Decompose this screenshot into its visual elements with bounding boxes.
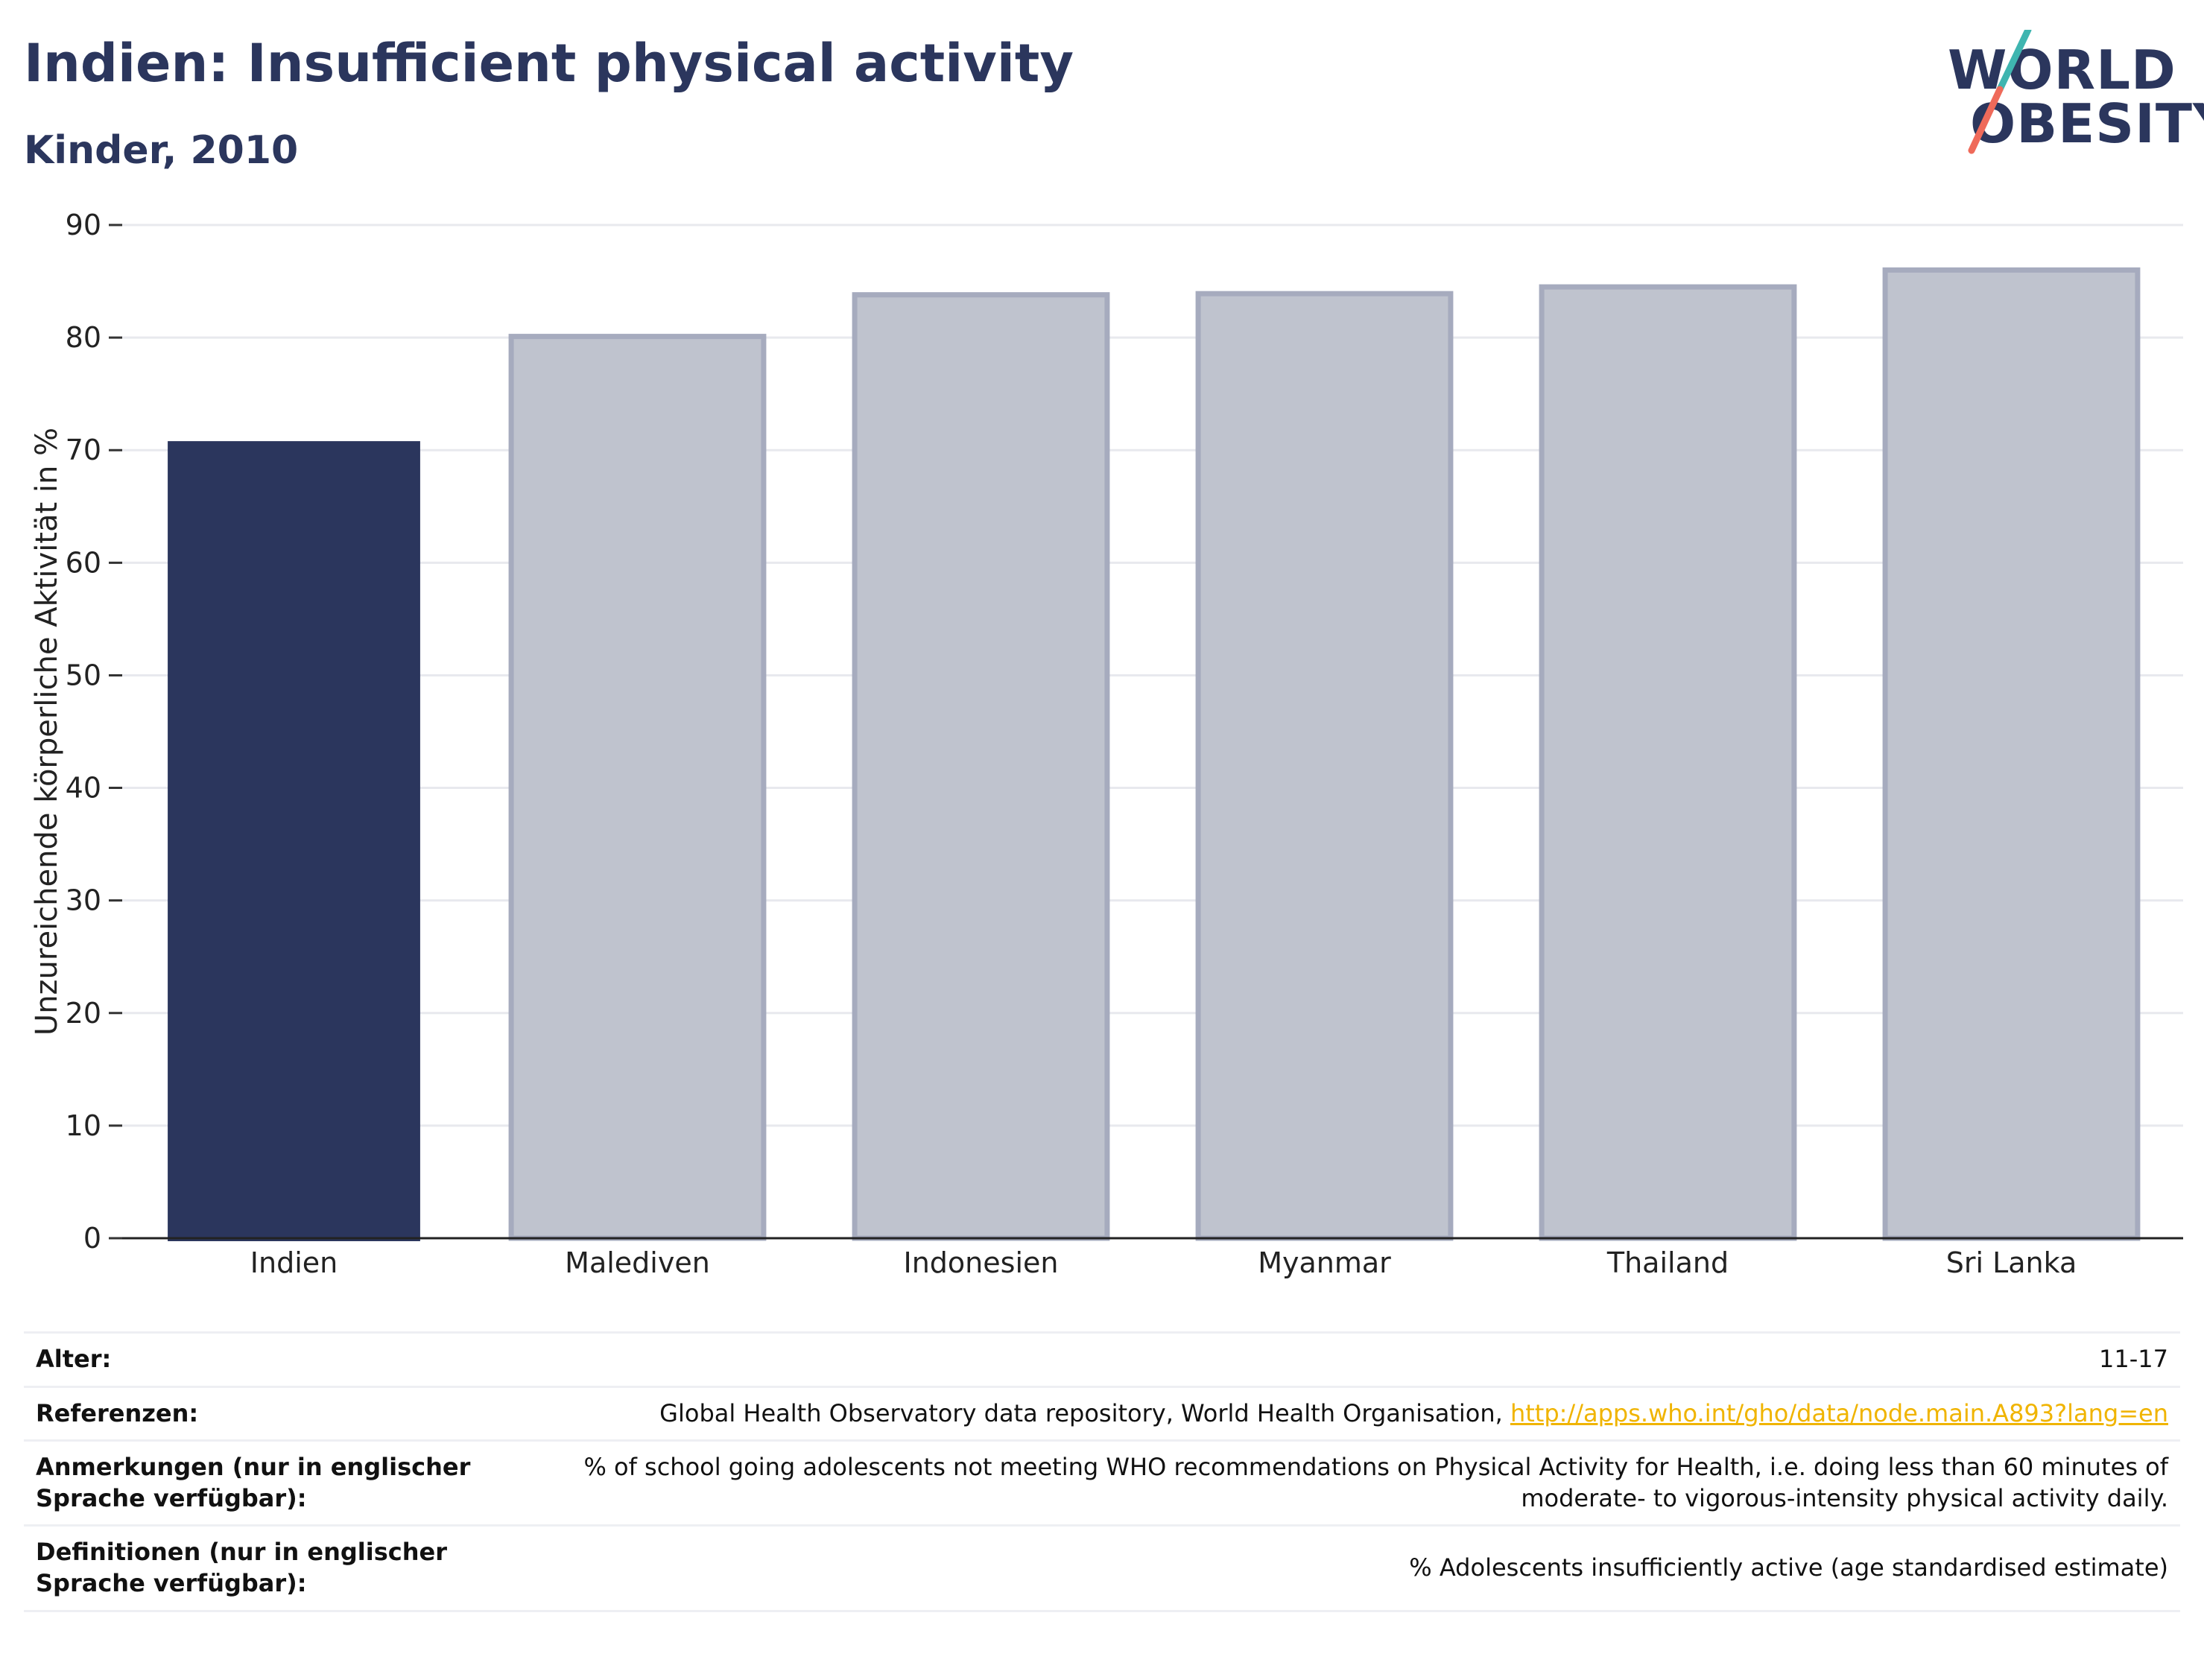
meta-value: 11-17 <box>569 1331 2180 1388</box>
y-tick-label: 70 <box>66 434 101 466</box>
meta-key: Anmerkungen (nur in englischer Sprache v… <box>24 1439 569 1527</box>
x-tick-label: Indonesien <box>904 1246 1059 1279</box>
meta-value-text: Global Health Observatory data repositor… <box>659 1398 1510 1427</box>
meta-row: Anmerkungen (nur in englischer Sprache v… <box>24 1439 2180 1527</box>
bar-chart: 0 10 20 30 40 50 60 70 80 90 Indien Malediven Indon… <box>30 209 2183 1279</box>
x-tick-label: Myanmar <box>1258 1246 1391 1279</box>
meta-key: Definitionen (nur in englischer Sprache … <box>24 1524 569 1612</box>
y-tick-label: 80 <box>66 321 101 354</box>
bar-sri-lanka[interactable] <box>1882 267 2141 1241</box>
meta-row: Definitionen (nur in englischer Sprache … <box>24 1524 2180 1612</box>
meta-key: Referenzen: <box>24 1385 569 1442</box>
grid-lines <box>122 224 2183 1127</box>
logo-line2: OBESITY <box>1970 92 2204 155</box>
y-tick-label: 40 <box>66 772 101 805</box>
y-tick-label: 20 <box>66 997 101 1030</box>
x-tick-label: Malediven <box>565 1246 710 1279</box>
meta-value-text: % of school going adolescents not meetin… <box>583 1453 2168 1512</box>
logo-slash-icon <box>1968 30 2032 154</box>
meta-key: Alter: <box>24 1331 569 1388</box>
meta-row: Alter: 11-17 <box>24 1331 2180 1388</box>
reference-link[interactable]: http://apps.who.int/gho/data/node.main.A… <box>1510 1398 2168 1427</box>
y-tick-label: 0 <box>83 1222 101 1255</box>
logo-line1: WORLD <box>1948 39 2176 101</box>
y-axis-label: Unzureichende körperliche Aktivität in % <box>30 428 64 1036</box>
meta-row: Referenzen: Global Health Observatory dat… <box>24 1385 2180 1442</box>
y-tick-label: 90 <box>66 209 101 241</box>
bar-myanmar[interactable] <box>1195 291 1454 1241</box>
bars <box>168 267 2141 1241</box>
y-tick-labels: 0 10 20 30 40 50 60 70 80 90 <box>66 209 122 1255</box>
meta-value-text: 11-17 <box>2099 1345 2168 1373</box>
y-tick-label: 10 <box>66 1109 101 1142</box>
x-tick-label: Indien <box>250 1246 338 1279</box>
metadata-table: Alter: 11-17 Referenzen: Global Health Obse… <box>24 1331 2180 1612</box>
bar-malediven[interactable] <box>508 334 767 1241</box>
meta-value-text: % Adolescents insufficiently active (age… <box>1409 1553 2168 1582</box>
x-tick-label: Thailand <box>1606 1246 1729 1279</box>
chart-subtitle: Kinder, 2010 <box>24 128 299 173</box>
y-tick-label: 50 <box>66 659 101 691</box>
chart-title: Indien: Insufficient physical activity <box>24 33 1074 94</box>
bar-indonesien[interactable] <box>852 292 1110 1241</box>
meta-value: % Adolescents insufficiently active (age… <box>569 1524 2180 1612</box>
y-tick-label: 30 <box>66 884 101 917</box>
world-obesity-logo: WORLD OBESITY <box>1945 30 2204 164</box>
x-tick-labels: Indien Malediven Indonesien Myanmar Thailand… <box>250 1246 2077 1279</box>
bar-indien[interactable] <box>168 441 420 1241</box>
bar-thailand[interactable] <box>1539 284 1797 1241</box>
meta-value: % of school going adolescents not meetin… <box>569 1439 2180 1527</box>
meta-value: Global Health Observatory data repositor… <box>569 1385 2180 1442</box>
x-tick-label: Sri Lanka <box>1946 1246 2077 1279</box>
y-tick-label: 60 <box>66 546 101 579</box>
